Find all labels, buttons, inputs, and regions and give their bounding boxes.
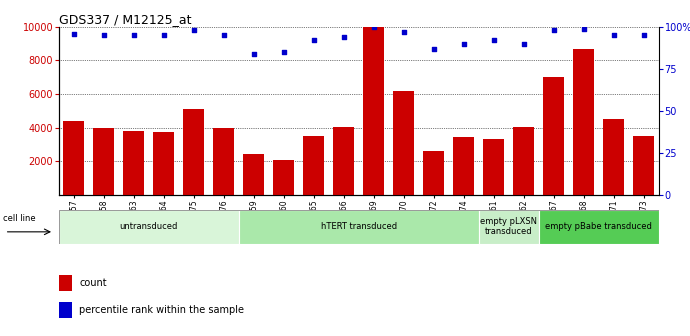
Bar [539,210,659,244]
Text: empty pBabe transduced: empty pBabe transduced [546,222,652,231]
Point [308,38,319,43]
Point [98,33,109,38]
Bar [184,109,204,195]
Bar [213,128,234,195]
Point [338,34,349,40]
Bar [544,77,564,195]
Point [158,33,169,38]
Bar [573,49,594,195]
Point [128,33,139,38]
Point [428,46,440,51]
Point [248,51,259,56]
Bar [633,136,654,195]
Bar [239,210,479,244]
Point [278,49,289,55]
Bar [453,137,474,195]
Bar [59,302,72,318]
Bar [479,210,539,244]
Point [489,38,500,43]
Bar [153,132,174,195]
Point [518,41,529,46]
Bar [484,138,504,195]
Bar [59,275,72,291]
Point [549,28,560,33]
Bar [59,210,239,244]
Bar [124,131,144,195]
Bar [304,136,324,195]
Bar [244,154,264,195]
Bar [63,121,84,195]
Point [609,33,620,38]
Text: hTERT transduced: hTERT transduced [321,222,397,231]
Point [68,31,79,36]
Point [188,28,199,33]
Point [578,26,589,31]
Text: cell line: cell line [3,214,36,223]
Bar [333,127,354,195]
Bar [604,119,624,195]
Bar [513,127,534,195]
Bar [424,151,444,195]
Bar [273,161,294,195]
Text: untransduced: untransduced [119,222,178,231]
Point [368,24,380,30]
Bar [93,128,114,195]
Text: percentile rank within the sample: percentile rank within the sample [79,305,244,315]
Bar [393,91,414,195]
Bar [364,27,384,195]
Text: empty pLXSN
transduced: empty pLXSN transduced [480,217,538,237]
Point [458,41,469,46]
Point [638,33,649,38]
Point [218,33,229,38]
Point [398,29,409,35]
Text: GDS337 / M12125_at: GDS337 / M12125_at [59,13,191,26]
Text: count: count [79,278,107,288]
